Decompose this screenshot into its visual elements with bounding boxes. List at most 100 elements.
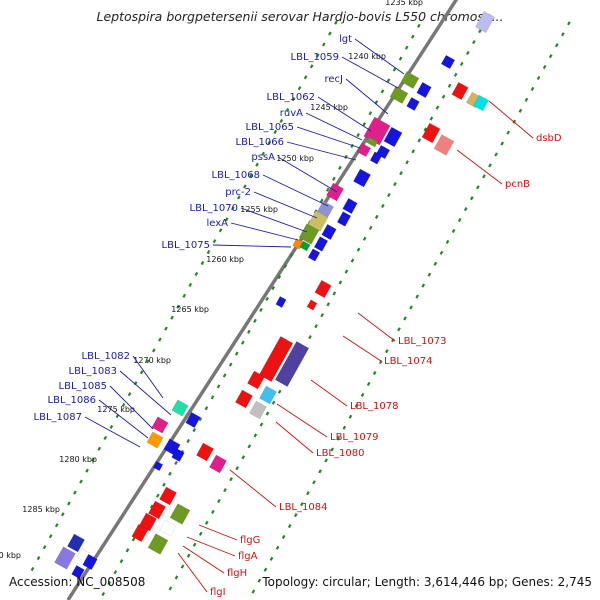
- right-gene-label: LBL_1074: [384, 356, 432, 367]
- inner-right-tick: [308, 335, 312, 340]
- inner-right-tick: [253, 433, 258, 438]
- outer-right-tick: [524, 97, 529, 102]
- inner-left-tick: [119, 559, 124, 564]
- outer-left-tick: [54, 523, 59, 528]
- outer-left-tick: [206, 250, 211, 255]
- inner-right-tick: [271, 400, 276, 405]
- inner-right-tick: [478, 29, 482, 34]
- right-leader-line: [276, 403, 328, 438]
- inner-left-tick: [101, 591, 106, 597]
- inner-right-tick: [168, 586, 173, 591]
- outer-right-tick: [500, 141, 504, 146]
- gene-block: [235, 389, 253, 409]
- inner-left-tick: [125, 548, 130, 553]
- gene-block: [152, 460, 164, 472]
- outer-right-tick: [554, 43, 559, 48]
- left-leader-line: [345, 78, 389, 115]
- outer-left-tick: [285, 107, 290, 113]
- right-leader-line: [342, 335, 382, 362]
- left-leader-line: [354, 38, 405, 75]
- outer-right-tick: [342, 425, 347, 430]
- outer-left-tick: [30, 566, 35, 572]
- inner-right-tick: [174, 575, 179, 580]
- inner-right-tick: [399, 171, 403, 176]
- outer-left-tick: [237, 195, 241, 200]
- inner-left-tick: [398, 56, 403, 61]
- gene-block: [314, 279, 332, 299]
- gene-block: [147, 533, 169, 555]
- outer-right-tick: [548, 54, 553, 59]
- outer-right-tick: [269, 556, 274, 561]
- outer-right-tick: [433, 261, 438, 266]
- left-leader-line: [119, 370, 172, 416]
- outer-right-tick: [476, 185, 480, 190]
- gene-block: [259, 385, 277, 405]
- inner-left-tick: [380, 89, 385, 94]
- inner-left-tick: [392, 67, 397, 72]
- inner-left-tick: [247, 329, 251, 334]
- inner-right-tick: [277, 389, 282, 394]
- gene-block: [76, 548, 90, 562]
- outer-left-tick: [315, 53, 320, 58]
- gene-block: [275, 296, 287, 308]
- gene-block: [416, 81, 432, 99]
- kbp-marker: 1245 kbp: [310, 103, 348, 112]
- left-gene-label: prc-2: [225, 187, 251, 198]
- outer-left-tick: [200, 260, 205, 266]
- gene-block: [307, 248, 321, 262]
- gene-block: [421, 122, 441, 144]
- inner-right-tick: [423, 127, 428, 132]
- inner-right-tick: [211, 509, 215, 514]
- outer-left-tick: [42, 545, 47, 550]
- inner-right-tick: [362, 236, 367, 241]
- inner-right-tick: [429, 116, 434, 121]
- inner-left-tick: [350, 143, 354, 149]
- outer-left-tick: [152, 348, 156, 353]
- outer-left-tick: [261, 151, 265, 156]
- outer-left-tick: [79, 479, 83, 484]
- outer-left-tick: [267, 140, 271, 145]
- outer-left-tick: [249, 173, 253, 178]
- left-gene-label: LBL_1085: [59, 381, 107, 392]
- right-leader-line: [182, 545, 225, 574]
- outer-right-tick: [488, 163, 492, 168]
- gene-block: [82, 553, 98, 571]
- outer-right-tick: [494, 152, 498, 157]
- inner-left-tick: [228, 362, 233, 367]
- inner-left-tick: [332, 176, 336, 181]
- inner-left-tick: [149, 504, 154, 509]
- inner-right-tick: [192, 542, 197, 547]
- inner-right-tick: [229, 477, 233, 482]
- outer-left-tick: [48, 534, 53, 539]
- right-leader-line: [198, 524, 238, 541]
- outer-right-tick: [281, 534, 286, 540]
- right-gene-label: LBL_1073: [398, 336, 446, 347]
- outer-left-tick: [322, 42, 326, 47]
- gene-block: [475, 10, 495, 34]
- inner-left-tick: [404, 45, 409, 50]
- right-gene-label: LBL_1084: [279, 502, 327, 513]
- left-leader-line: [286, 141, 357, 161]
- right-gene-label: flgH: [227, 568, 247, 579]
- inner-right-tick: [326, 302, 331, 307]
- inner-right-tick: [411, 149, 415, 154]
- left-gene-label: LBL_1087: [34, 412, 82, 423]
- left-gene-label: ruvA: [280, 108, 303, 119]
- inner-left-tick: [417, 23, 421, 28]
- outer-left-tick: [67, 501, 71, 506]
- outer-left-tick: [309, 64, 314, 69]
- right-gene-label: LBL_1078: [350, 401, 398, 412]
- inner-right-tick: [405, 160, 409, 165]
- left-leader-line: [109, 385, 154, 430]
- inner-right-tick: [393, 182, 397, 187]
- outer-right-tick: [263, 567, 268, 572]
- left-leader-line: [277, 156, 338, 193]
- inner-left-tick: [174, 460, 178, 465]
- kbp-marker: 1275 kbp: [97, 405, 135, 414]
- inner-right-tick: [198, 531, 203, 536]
- left-gene-label: pssA: [251, 152, 275, 163]
- inner-right-tick: [223, 488, 227, 493]
- inner-right-tick: [217, 498, 221, 504]
- gene-block: [406, 97, 420, 111]
- outer-left-tick: [170, 315, 174, 320]
